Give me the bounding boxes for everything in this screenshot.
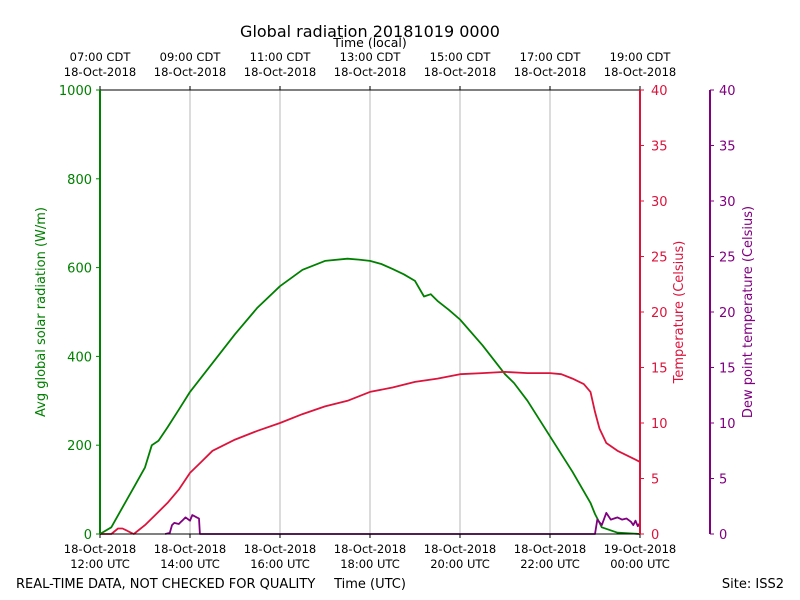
dewpoint-tick-label: 5 [719,473,727,488]
x-tick-label: 16:00 UTC [250,557,310,571]
grid-lines [189,90,551,534]
x-tick-label: 12:00 UTC [70,557,130,571]
radiation-tick-label: 800 [67,173,92,188]
dewpoint-tick-label: 10 [719,417,736,432]
dewpoint-tick-label: 0 [719,528,727,543]
top-axis-label: Time (local) [332,35,406,50]
radiation-tick-label: 600 [67,262,92,277]
x-tick-label: 18-Oct-2018 [64,542,136,556]
dewpoint-axis-label: Dew point temperature (Celsius) [741,206,756,418]
x-tick-label: 18-Oct-2018 [514,542,586,556]
top-tick-label: 18-Oct-2018 [64,65,136,79]
x-tick-label: 18-Oct-2018 [334,542,406,556]
temperature-tick-label: 15 [651,362,668,377]
temperature-tick-label: 40 [651,84,668,99]
dewpoint-tick-label: 25 [719,251,736,266]
top-tick-label: 18-Oct-2018 [604,65,676,79]
x-tick-label: 18-Oct-2018 [244,542,316,556]
top-tick-label: 15:00 CDT [430,50,492,64]
x-tick-label: 20:00 UTC [430,557,490,571]
radiation-tick-label: 400 [67,350,92,365]
radiation-tick-label: 200 [67,439,92,454]
temperature-line [100,370,641,535]
dewpoint-tick-label: 15 [719,362,736,377]
x-tick-label: 14:00 UTC [160,557,220,571]
dewpoint-tick-label: 35 [719,140,736,155]
dew-point-temperature-line [164,512,641,535]
x-tick-label: 00:00 UTC [610,557,670,571]
top-tick-label: 09:00 CDT [160,50,222,64]
x-tick-label: 18-Oct-2018 [424,542,496,556]
top-tick-label: 17:00 CDT [520,50,582,64]
top-tick-label: 18-Oct-2018 [244,65,316,79]
avg-global-solar-radiation-line [99,257,641,535]
x-axis-label: Time (UTC) [333,577,406,592]
top-tick-label: 18-Oct-2018 [334,65,406,79]
top-tick-label: 11:00 CDT [250,50,312,64]
top-tick-label: 07:00 CDT [70,50,132,64]
quality-disclaimer: REAL-TIME DATA, NOT CHECKED FOR QUALITY [16,577,315,592]
temperature-tick-label: 25 [651,251,668,266]
axes-group [96,86,714,538]
top-tick-label: 13:00 CDT [340,50,402,64]
x-tick-label: 18-Oct-2018 [154,542,226,556]
temperature-tick-label: 0 [651,528,659,543]
site-label: Site: ISS2 [722,577,784,592]
temperature-axis-label: Temperature (Celsius) [672,241,687,385]
dewpoint-tick-label: 30 [719,195,736,210]
temperature-tick-label: 10 [651,417,668,432]
top-tick-label: 19:00 CDT [610,50,672,64]
radiation-tick-label: 0 [84,528,92,543]
temperature-tick-label: 20 [651,306,668,321]
radiation-tick-label: 1000 [59,84,92,99]
top-tick-label: 18-Oct-2018 [424,65,496,79]
dewpoint-tick-label: 20 [719,306,736,321]
temperature-tick-label: 30 [651,195,668,210]
top-tick-label: 18-Oct-2018 [514,65,586,79]
x-tick-label: 19-Oct-2018 [604,542,676,556]
x-tick-label: 22:00 UTC [520,557,580,571]
temperature-tick-label: 5 [651,473,659,488]
top-tick-label: 18-Oct-2018 [154,65,226,79]
x-tick-label: 18:00 UTC [340,557,400,571]
dewpoint-tick-label: 40 [719,84,736,99]
chart-title: Global radiation 20181019 0000 [240,22,500,41]
radiation-axis-label: Avg global solar radiation (W/m) [34,207,49,417]
temperature-tick-label: 35 [651,140,668,155]
